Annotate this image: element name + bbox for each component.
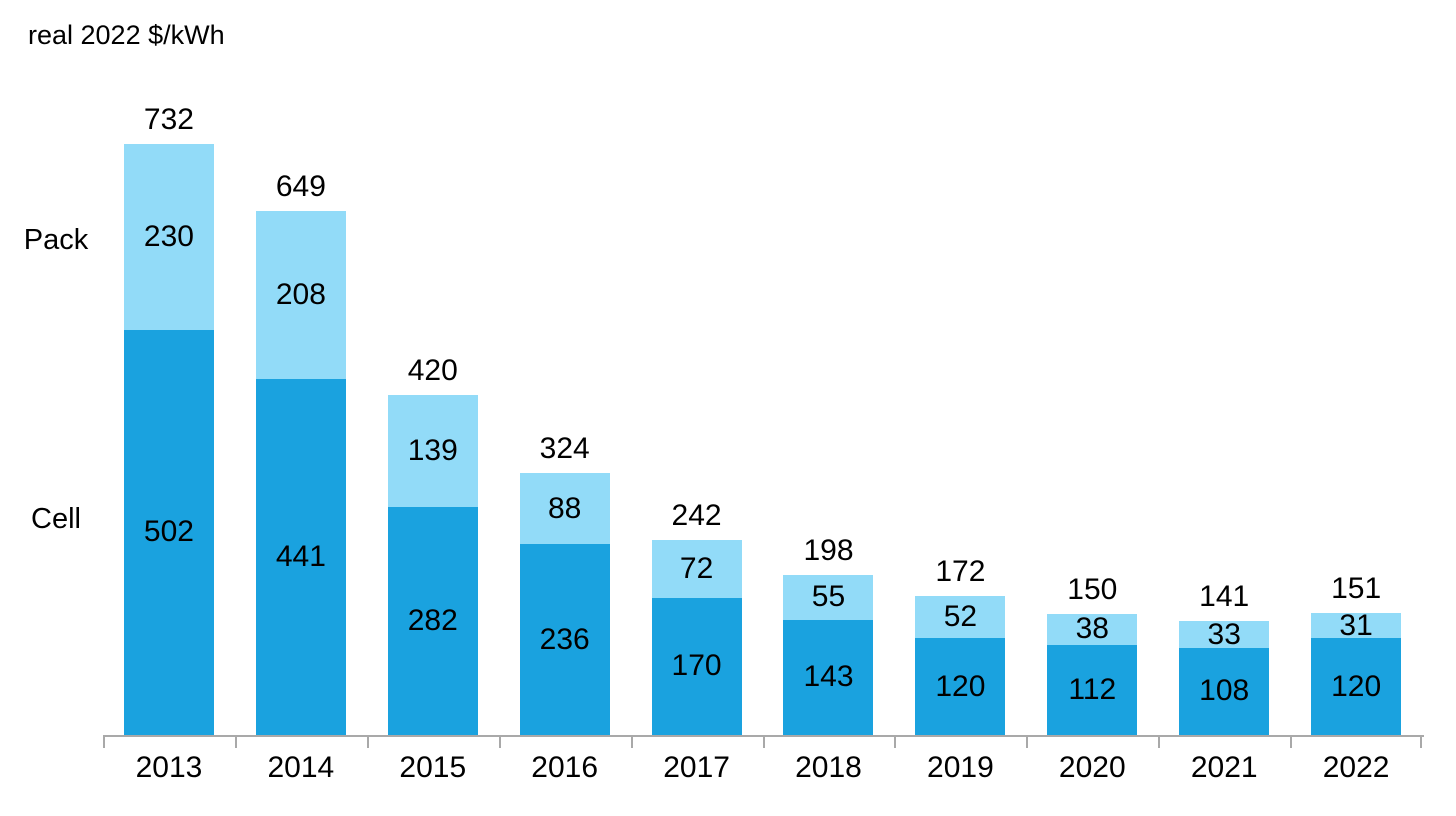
- cell-value-label: 143: [803, 660, 854, 694]
- bar-segment-pack-2022: 31: [1311, 608, 1402, 642]
- bar-segment-pack-2014: 208: [255, 211, 346, 379]
- cell-value-label: 120: [1331, 669, 1382, 703]
- total-value-label: 141: [1199, 580, 1250, 614]
- total-value-label: 732: [143, 103, 194, 136]
- cell-value-label: 108: [1199, 674, 1250, 708]
- bar-segment-pack-2017: 72: [651, 539, 742, 598]
- year-label-2021: 2021: [1190, 751, 1258, 784]
- pack-value-label: 38: [1075, 612, 1109, 646]
- plot-area: 732 230 502 649 208 441 420 139 282 324 88 236 242 72…: [103, 55, 1422, 735]
- pack-value-label: 33: [1207, 617, 1241, 651]
- year-label-2022: 2022: [1322, 751, 1390, 784]
- year-label-2019: 2019: [927, 751, 994, 784]
- bar-segment-cell-2014: 441: [255, 378, 346, 735]
- bar-segment-cell-2021: 108: [1179, 647, 1270, 735]
- cell-value-label: 441: [275, 539, 326, 573]
- year-label-2018: 2018: [795, 751, 862, 784]
- axis-tick: [1290, 737, 1292, 748]
- bar-segment-pack-2013: 230: [123, 144, 214, 330]
- bar-group-2021: 141 33 108: [1158, 55, 1290, 735]
- bar-segment-cell-2017: 170: [651, 597, 742, 735]
- axis-tick: [235, 737, 237, 748]
- x-axis-labels: 2013 2014 2015 2016 2017 2018 2019 2020 2021 2022: [103, 750, 1422, 786]
- bar-segment-cell-2013: 502: [123, 329, 214, 735]
- total-value-label: 172: [935, 555, 986, 589]
- year-label-2015: 2015: [399, 751, 467, 784]
- year-label-2016: 2016: [531, 751, 599, 784]
- total-value-label: 198: [803, 534, 854, 568]
- x-axis-line: [103, 735, 1424, 737]
- bar-segment-cell-2015: 282: [387, 507, 478, 735]
- cell-value-label: 170: [671, 649, 722, 683]
- cell-value-label: 282: [407, 604, 458, 638]
- bar-group-2013: 732 230 502: [103, 55, 235, 735]
- axis-tick: [1158, 737, 1160, 748]
- axis-tick: [894, 737, 896, 748]
- bar-group-2017: 242 72 170: [631, 55, 763, 735]
- pack-value-label: 139: [407, 434, 458, 468]
- year-label-2014: 2014: [267, 751, 335, 784]
- cell-value-label: 502: [143, 515, 194, 549]
- bar-group-2016: 324 88 236: [499, 55, 631, 735]
- total-value-label: 649: [275, 170, 326, 203]
- pack-value-label: 55: [811, 580, 846, 614]
- axis-tick: [1026, 737, 1028, 748]
- axis-tick: [1420, 737, 1422, 748]
- bar-group-2015: 420 139 282: [367, 55, 499, 735]
- x-axis-ticks: [103, 737, 1422, 748]
- bar-segment-pack-2018: 55: [783, 575, 874, 620]
- pack-value-label: 208: [275, 277, 326, 311]
- total-value-label: 242: [671, 498, 722, 532]
- year-label-2013: 2013: [135, 751, 203, 784]
- bar-segment-cell-2020: 112: [1047, 644, 1138, 735]
- bar-segment-pack-2016: 88: [519, 473, 610, 545]
- total-value-label: 150: [1067, 572, 1118, 606]
- bar-segment-pack-2019: 52: [915, 596, 1006, 639]
- cell-value-label: 112: [1068, 672, 1117, 706]
- pack-value-label: 52: [943, 600, 978, 634]
- total-value-label: 420: [407, 354, 458, 388]
- year-label-2020: 2020: [1058, 751, 1126, 784]
- bar-segment-cell-2019: 120: [915, 638, 1006, 735]
- pack-value-label: 72: [679, 551, 714, 585]
- year-label-2017: 2017: [663, 751, 730, 784]
- pack-value-label: 230: [143, 219, 194, 253]
- chart-title: real 2022 $/kWh: [28, 20, 225, 50]
- bar-segment-cell-2018: 143: [783, 619, 874, 735]
- bar-group-2019: 172 52 120: [894, 55, 1026, 735]
- total-value-label: 151: [1331, 572, 1382, 606]
- axis-tick: [631, 737, 633, 748]
- bar-group-2018: 198 55 143: [763, 55, 895, 735]
- cell-series-label: Cell: [31, 503, 81, 535]
- axis-tick: [367, 737, 369, 748]
- pack-series-label: Pack: [23, 224, 89, 256]
- bar-group-2020: 150 38 112: [1026, 55, 1158, 735]
- bar-segment-cell-2016: 236: [519, 544, 610, 735]
- cell-value-label: 120: [935, 669, 986, 703]
- pack-value-label: 31: [1339, 608, 1373, 642]
- bar-group-2014: 649 208 441: [235, 55, 367, 735]
- bar-segment-pack-2021: 33: [1179, 617, 1270, 651]
- bar-segment-pack-2020: 38: [1047, 612, 1138, 646]
- axis-tick: [103, 737, 105, 748]
- total-value-label: 324: [539, 432, 590, 466]
- bar-group-2022: 151 31 120: [1290, 55, 1422, 735]
- cell-value-label: 236: [539, 622, 590, 656]
- bar-segment-pack-2015: 139: [387, 395, 478, 508]
- pack-value-label: 88: [547, 491, 582, 525]
- axis-tick: [763, 737, 765, 748]
- axis-tick: [499, 737, 501, 748]
- bar-segment-cell-2022: 120: [1311, 638, 1402, 735]
